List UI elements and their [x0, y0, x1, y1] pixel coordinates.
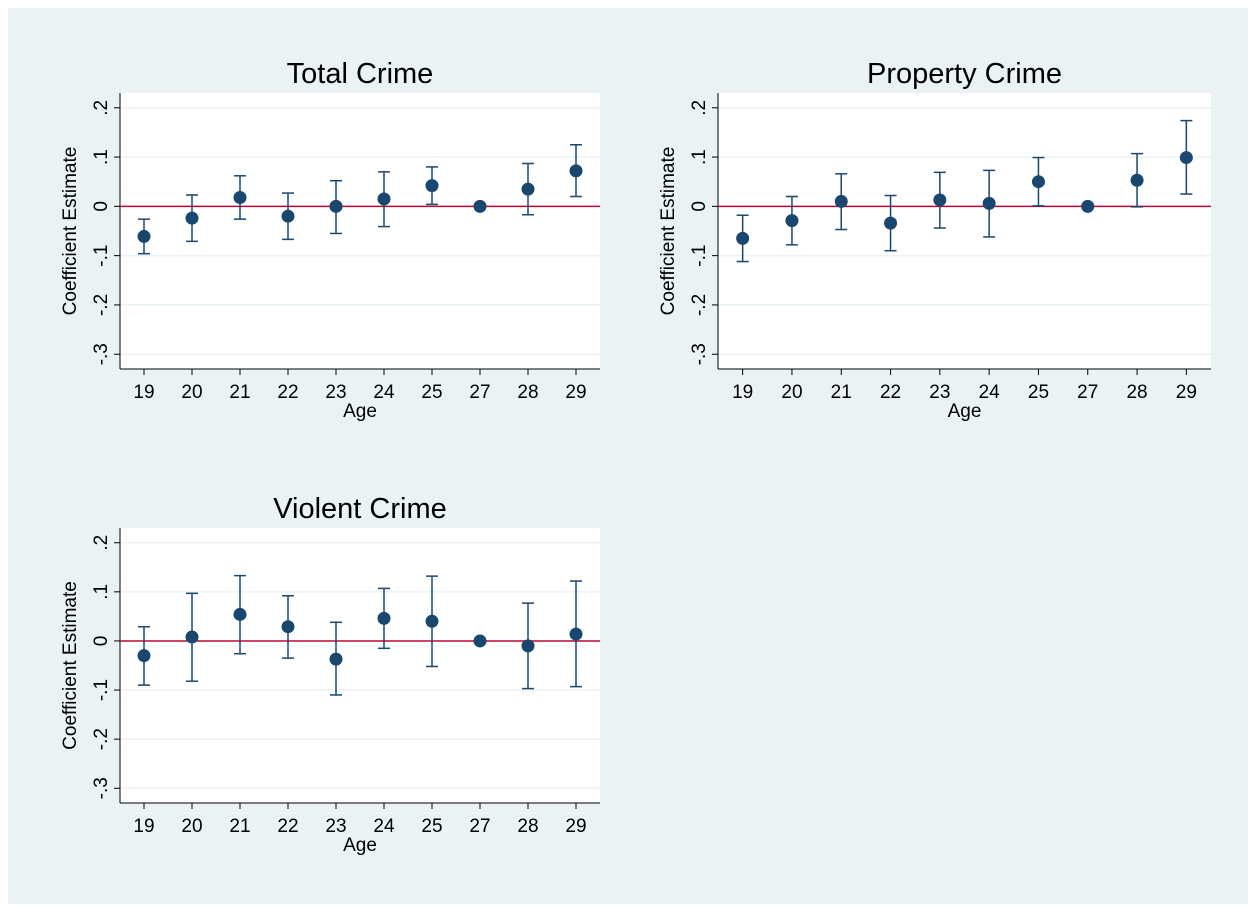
- x-tick-label: 23: [325, 816, 346, 837]
- x-tick-label: 25: [1028, 382, 1049, 403]
- x-tick-label: 28: [1126, 382, 1147, 403]
- y-axis-label: Coefficient Estimate: [658, 147, 679, 316]
- x-tick-label: 27: [1077, 382, 1098, 403]
- y-tick-label: .2: [689, 100, 710, 116]
- x-tick-label: 21: [229, 816, 250, 837]
- y-tick-label: -.2: [91, 728, 112, 750]
- y-tick-label: -.1: [91, 245, 112, 267]
- estimate-point: [377, 611, 391, 625]
- x-tick-label: 21: [831, 382, 852, 403]
- coefficient-plots-figure: -.3 -.2 -.1 0 .1 .2 19 20 21 22 23 24 25 27 28 29 Total …: [60, 58, 1211, 856]
- chart-panel-2: -.3 -.2 -.1 0 .1 .2 19 20 21 22 23 24 25 27 28 29 Violen…: [60, 493, 600, 856]
- x-tick-label: 24: [373, 816, 395, 837]
- estimate-point: [377, 192, 391, 206]
- estimate-point: [281, 620, 295, 634]
- estimate-point: [425, 179, 439, 193]
- estimate-point: [137, 649, 151, 663]
- x-tick-label: 28: [517, 816, 538, 837]
- y-axis-label: Coefficient Estimate: [60, 147, 81, 316]
- x-axis-label: Age: [343, 835, 377, 856]
- chart-title: Violent Crime: [273, 493, 447, 525]
- x-tick-label: 22: [880, 382, 901, 403]
- y-tick-label: .2: [91, 100, 112, 116]
- x-tick-label: 19: [133, 382, 154, 403]
- x-tick-label: 27: [469, 382, 490, 403]
- estimate-point: [137, 229, 151, 243]
- figure-background: -.3 -.2 -.1 0 .1 .2 19 20 21 22 23 24 25 27 28 29 Total …: [8, 8, 1248, 904]
- y-tick-label: 0: [689, 201, 710, 212]
- estimate-point: [834, 194, 848, 208]
- x-tick-label: 24: [373, 382, 395, 403]
- estimate-point: [473, 634, 487, 648]
- x-tick-label: 22: [277, 382, 298, 403]
- chart-title: Total Crime: [287, 58, 434, 90]
- y-tick-label: -.2: [689, 294, 710, 316]
- x-tick-label: 25: [421, 816, 442, 837]
- x-axis-label: Age: [343, 401, 377, 422]
- y-tick-label: -.2: [91, 294, 112, 316]
- estimate-point: [521, 182, 535, 196]
- x-tick-label: 19: [133, 816, 154, 837]
- estimate-point: [1179, 151, 1193, 165]
- y-axis-label: Coefficient Estimate: [60, 581, 81, 750]
- x-tick-label: 20: [181, 816, 202, 837]
- estimate-point: [473, 199, 487, 213]
- chart-panel-1: -.3 -.2 -.1 0 .1 .2 19 20 21 22 23 24 25 27 28 29 Proper…: [658, 58, 1211, 422]
- y-tick-label: -.3: [91, 777, 112, 799]
- x-tick-label: 25: [421, 382, 442, 403]
- plot-area: [120, 528, 600, 803]
- y-tick-label: -.3: [91, 343, 112, 365]
- y-tick-label: .1: [689, 149, 710, 165]
- plot-area: [120, 93, 600, 369]
- estimate-point: [1031, 175, 1045, 189]
- estimate-point: [521, 639, 535, 653]
- estimate-point: [281, 209, 295, 223]
- estimate-point: [329, 199, 343, 213]
- x-tick-label: 22: [277, 816, 298, 837]
- estimate-point: [569, 627, 583, 641]
- y-tick-label: 0: [91, 636, 112, 647]
- estimate-point: [1130, 173, 1144, 187]
- y-tick-label: .1: [91, 149, 112, 165]
- chart-title: Property Crime: [867, 58, 1062, 90]
- y-tick-label: -.1: [689, 245, 710, 267]
- x-tick-label: 23: [325, 382, 346, 403]
- estimate-point: [425, 614, 439, 628]
- estimate-point: [933, 193, 947, 207]
- x-tick-label: 19: [732, 382, 753, 403]
- estimate-point: [736, 231, 750, 245]
- estimate-point: [233, 607, 247, 621]
- y-tick-label: .1: [91, 584, 112, 600]
- x-tick-label: 29: [1176, 382, 1197, 403]
- plot-area: [718, 93, 1211, 369]
- x-tick-label: 24: [979, 382, 1001, 403]
- y-tick-label: -.1: [91, 679, 112, 701]
- estimate-point: [185, 211, 199, 225]
- estimate-point: [185, 630, 199, 644]
- y-tick-label: .2: [91, 535, 112, 551]
- x-tick-label: 29: [565, 382, 586, 403]
- x-tick-label: 23: [929, 382, 950, 403]
- estimate-point: [569, 164, 583, 178]
- y-tick-label: 0: [91, 201, 112, 212]
- estimate-point: [785, 214, 799, 228]
- estimate-point: [982, 196, 996, 210]
- estimate-point: [329, 652, 343, 666]
- estimate-point: [1081, 199, 1095, 213]
- x-tick-label: 28: [517, 382, 538, 403]
- y-tick-label: -.3: [689, 343, 710, 365]
- x-tick-label: 29: [565, 816, 586, 837]
- x-tick-label: 21: [229, 382, 250, 403]
- chart-panel-0: -.3 -.2 -.1 0 .1 .2 19 20 21 22 23 24 25 27 28 29 Total …: [60, 58, 600, 422]
- x-tick-label: 20: [181, 382, 202, 403]
- estimate-point: [884, 216, 898, 230]
- x-tick-label: 27: [469, 816, 490, 837]
- x-tick-label: 20: [781, 382, 802, 403]
- estimate-point: [233, 190, 247, 204]
- x-axis-label: Age: [948, 401, 982, 422]
